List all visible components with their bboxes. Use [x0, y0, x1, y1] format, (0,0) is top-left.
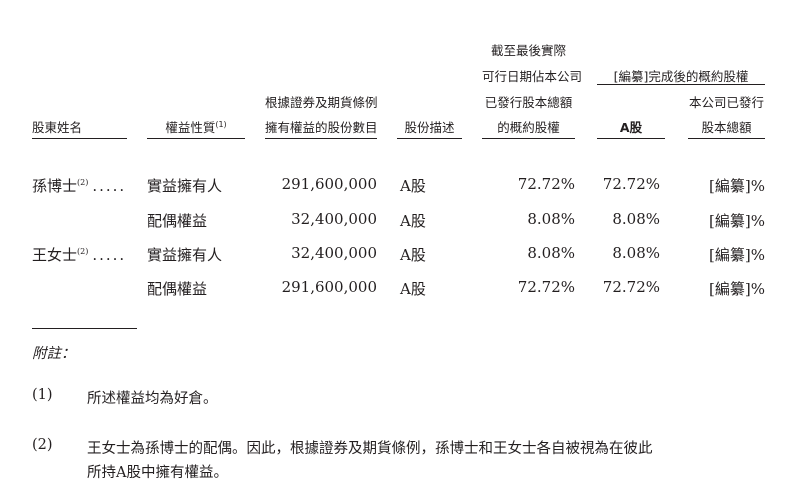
pct-total: [編纂]% — [709, 246, 765, 264]
name-part: (2) — [77, 178, 89, 187]
header-a-shares: A股 — [619, 120, 643, 135]
shareholder-name: 王女士(2)..... — [32, 244, 126, 265]
shares-held: 291,600,000 — [281, 175, 377, 193]
notes-title: 附註： — [32, 346, 76, 362]
header-pct-latest-line1: 截至最後實際 — [490, 43, 566, 58]
nature-of-interest: 實益擁有人 — [147, 246, 223, 264]
share-description: A股 — [400, 212, 426, 230]
pct-total: [編纂]% — [709, 212, 765, 230]
header-underline — [482, 138, 575, 139]
shares-held: 32,400,000 — [291, 244, 377, 262]
share-description: A股 — [400, 280, 426, 298]
header-shares-line2: 擁有權益的股份數目 — [265, 120, 378, 135]
name-part: ..... — [92, 177, 127, 195]
note-text: 所述權益均為好倉。 — [87, 391, 218, 407]
header-underline — [597, 138, 665, 139]
header-shareholder-name: 股東姓名 — [32, 120, 83, 135]
shareholder-name — [32, 210, 36, 228]
pct-total: [編纂]% — [709, 280, 765, 298]
nature-of-interest: 實益擁有人 — [147, 177, 223, 195]
header-pct-latest-line4: 的概約股權 — [497, 120, 560, 135]
header-text: 權益性質 — [165, 120, 216, 135]
shares-held: 291,600,000 — [281, 278, 377, 296]
nature-of-interest: 配偶權益 — [147, 212, 208, 230]
shareholder-name: 孫博士(2)..... — [32, 175, 126, 196]
header-group-after: [編纂]完成後的概約股權 — [613, 69, 749, 84]
header-underline — [397, 138, 462, 139]
header-nature-of-interest: 權益性質(1) — [147, 117, 245, 136]
nature-of-interest: 配偶權益 — [147, 280, 208, 298]
pct-a-shares: 8.08% — [612, 210, 660, 228]
pct-total: [編纂]% — [709, 177, 765, 195]
header-pct-latest-line3: 已發行股本總額 — [484, 95, 573, 110]
header-total-line2: 股本總額 — [701, 120, 752, 135]
header-share-description: 股份描述 — [404, 120, 455, 135]
header-underline — [32, 138, 127, 139]
pct-latest: 8.08% — [527, 244, 575, 262]
pct-a-shares: 8.08% — [612, 244, 660, 262]
pct-latest: 72.72% — [517, 278, 575, 296]
note-number: (2) — [32, 437, 53, 453]
header-pct-latest-line2: 可行日期佔本公司 — [482, 69, 583, 84]
group-underline — [597, 84, 765, 85]
header-total-line1: 本公司已發行 — [688, 95, 764, 110]
notes-divider — [32, 328, 137, 329]
name-part: (2) — [77, 247, 89, 256]
note-number: (1) — [32, 387, 53, 403]
name-part: 王女士 — [32, 246, 78, 264]
header-underline — [688, 138, 765, 139]
footnote-ref: (1) — [215, 119, 227, 129]
name-part: ..... — [92, 246, 127, 264]
name-part: 孫博士 — [32, 177, 78, 195]
share-description: A股 — [400, 246, 426, 264]
header-underline — [265, 138, 377, 139]
note-text-continued: 所持A股中擁有權益。 — [87, 465, 228, 481]
pct-latest: 72.72% — [517, 175, 575, 193]
pct-a-shares: 72.72% — [602, 175, 660, 193]
pct-latest: 8.08% — [527, 210, 575, 228]
header-underline — [147, 138, 245, 139]
share-description: A股 — [400, 177, 426, 195]
header-shares-line1: 根據證券及期貨條例 — [265, 95, 378, 110]
pct-a-shares: 72.72% — [602, 278, 660, 296]
shares-held: 32,400,000 — [291, 210, 377, 228]
note-text: 王女士為孫博士的配偶。因此，根據證券及期貨條例，孫博士和王女士各自被視為在彼此 — [87, 441, 653, 457]
shareholder-name — [32, 278, 36, 296]
